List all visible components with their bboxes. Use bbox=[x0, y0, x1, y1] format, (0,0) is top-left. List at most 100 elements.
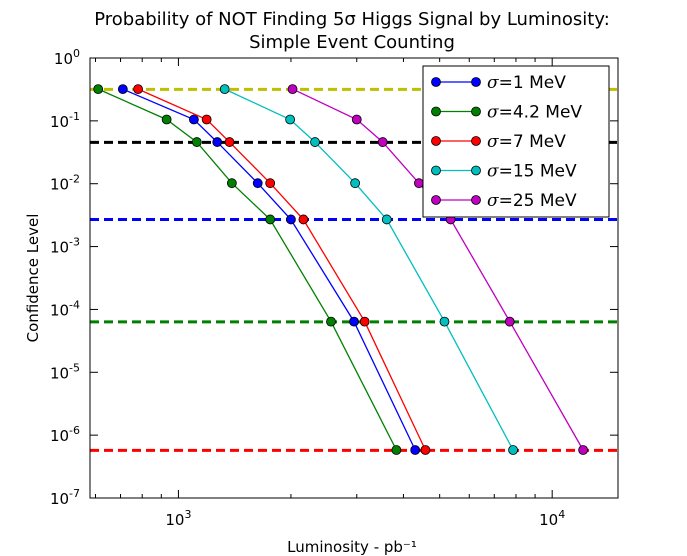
tick-label-exponent: 4 bbox=[558, 508, 565, 521]
tick-label-exponent: -5 bbox=[69, 361, 80, 374]
data-point bbox=[578, 445, 589, 455]
tick-label-base: 10 bbox=[165, 511, 184, 529]
data-point bbox=[219, 84, 230, 95]
ticks bbox=[90, 57, 618, 499]
legend-item: σ=1 MeV bbox=[431, 73, 566, 93]
y-tick-label: 10-1 bbox=[50, 110, 80, 131]
legend-label: σ=1 MeV bbox=[487, 73, 566, 93]
data-point bbox=[287, 84, 298, 95]
tick-label-exponent: -4 bbox=[69, 298, 80, 311]
plot-area: 103 10410010-110-210-310-410-510-610-7σ=1… bbox=[50, 47, 619, 529]
legend-label: σ=7 MeV bbox=[487, 132, 566, 152]
legend-value: =15 MeV bbox=[499, 162, 577, 182]
legend-value: =4.2 MeV bbox=[499, 103, 583, 123]
tick-label-base: 10 bbox=[50, 301, 69, 319]
data-point bbox=[349, 316, 359, 327]
series-4 bbox=[219, 84, 518, 455]
tick-label-base: 10 bbox=[539, 511, 558, 529]
data-point bbox=[285, 114, 296, 125]
tick-label-base: 10 bbox=[50, 239, 69, 257]
data-point bbox=[359, 316, 370, 327]
data-point bbox=[201, 114, 212, 125]
data-point bbox=[212, 137, 223, 147]
legend-marker bbox=[471, 136, 481, 146]
legend-label: σ=25 MeV bbox=[487, 191, 577, 211]
legend-marker bbox=[431, 106, 441, 117]
series-1 bbox=[117, 84, 421, 455]
legend-marker bbox=[471, 106, 481, 117]
y-tick-label: 10-7 bbox=[50, 487, 80, 508]
legend-value: =7 MeV bbox=[499, 132, 567, 152]
y-tick-label: 10-4 bbox=[50, 298, 80, 319]
legend-label: σ=4.2 MeV bbox=[487, 103, 582, 123]
tick-label-base: 10 bbox=[54, 50, 73, 68]
tick-label-exponent: 3 bbox=[184, 508, 191, 521]
data-point bbox=[286, 214, 296, 225]
x-tick-label: 104 bbox=[539, 508, 565, 529]
legend-sigma: σ bbox=[487, 191, 499, 211]
data-point bbox=[310, 137, 320, 147]
y-tick-label: 10-5 bbox=[50, 361, 80, 382]
legend-marker bbox=[471, 195, 481, 205]
data-point bbox=[265, 214, 276, 225]
tick-label-exponent: -6 bbox=[69, 424, 80, 437]
legend-sigma: σ bbox=[487, 73, 499, 93]
legend-item: σ=25 MeV bbox=[431, 191, 577, 211]
data-point bbox=[350, 178, 361, 189]
data-point bbox=[504, 316, 515, 327]
data-point bbox=[226, 178, 237, 189]
legend-item: σ=15 MeV bbox=[431, 162, 577, 182]
data-point bbox=[414, 178, 424, 189]
legend-marker bbox=[431, 195, 441, 205]
tick-label-exponent: -7 bbox=[69, 487, 80, 500]
y-axis-label: Confidence Level bbox=[24, 214, 42, 343]
legend-item: σ=7 MeV bbox=[431, 132, 566, 152]
legend-label: σ=15 MeV bbox=[487, 162, 577, 182]
x-axis-label: Luminosity - pb⁻¹ bbox=[287, 538, 417, 556]
data-point bbox=[93, 84, 104, 95]
data-point bbox=[265, 178, 276, 189]
data-point bbox=[410, 445, 421, 455]
series-5 bbox=[287, 84, 589, 455]
y-tick-label: 10-3 bbox=[50, 236, 80, 257]
tick-label-base: 10 bbox=[50, 176, 69, 194]
tick-label-base: 10 bbox=[50, 490, 69, 508]
legend-marker bbox=[431, 136, 441, 146]
data-point bbox=[508, 445, 518, 455]
tick-label-base: 10 bbox=[50, 113, 69, 131]
data-point bbox=[133, 84, 143, 95]
legend-value: =25 MeV bbox=[499, 191, 577, 211]
data-point bbox=[224, 137, 235, 147]
data-point bbox=[191, 137, 202, 147]
data-point bbox=[381, 214, 392, 225]
chart-title-line-1: Probability of NOT Finding 5σ Higgs Sign… bbox=[94, 9, 610, 30]
legend-marker bbox=[471, 77, 481, 87]
tick-label-exponent: -2 bbox=[69, 173, 80, 186]
legend-marker bbox=[431, 165, 441, 176]
plot-inner bbox=[90, 84, 618, 455]
data-point bbox=[298, 214, 309, 225]
y-tick-label: 10-6 bbox=[50, 424, 80, 445]
legend-sigma: σ bbox=[487, 103, 499, 123]
chart-title: Probability of NOT Finding 5σ Higgs Sign… bbox=[94, 9, 610, 53]
legend-sigma: σ bbox=[487, 162, 499, 182]
data-point bbox=[420, 445, 431, 455]
tick-label-exponent: -1 bbox=[69, 110, 80, 123]
data-point bbox=[117, 84, 128, 95]
tick-label-exponent: -3 bbox=[69, 236, 80, 249]
legend-marker bbox=[431, 77, 441, 87]
data-point bbox=[391, 445, 402, 455]
chart-title-line-2: Simple Event Counting bbox=[249, 32, 455, 53]
legend-sigma: σ bbox=[487, 132, 499, 152]
tick-label-base: 10 bbox=[50, 364, 69, 382]
data-point bbox=[377, 137, 388, 147]
data-point bbox=[351, 114, 362, 125]
data-point bbox=[161, 114, 172, 125]
y-tick-label: 100 bbox=[54, 47, 80, 68]
tick-label-exponent: 0 bbox=[73, 47, 80, 60]
tick-label-base: 10 bbox=[50, 427, 69, 445]
legend-marker bbox=[471, 165, 481, 176]
series-2 bbox=[93, 84, 402, 455]
